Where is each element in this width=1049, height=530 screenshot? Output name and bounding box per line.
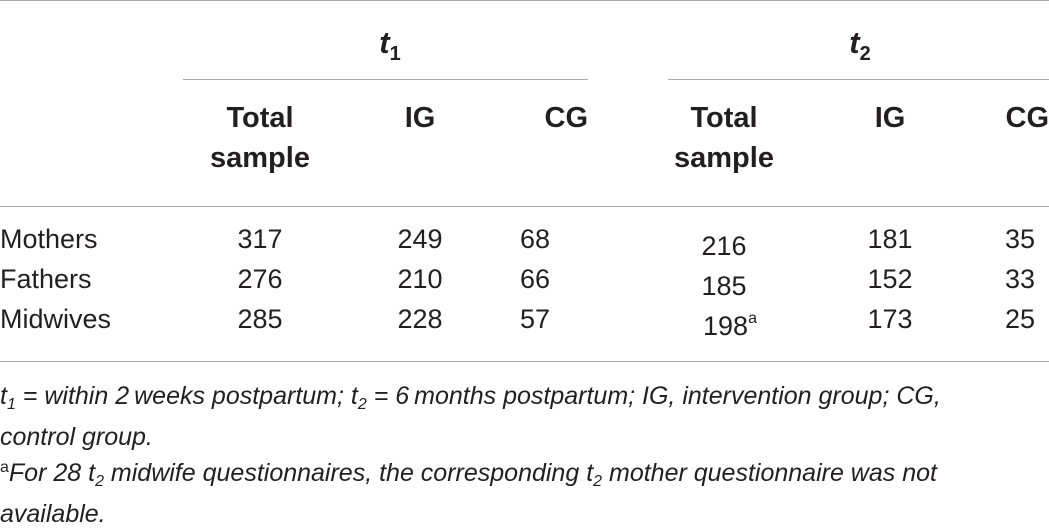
cell-t2-cg: 33 (1004, 264, 1036, 294)
cell-t1-total: 285 (237, 304, 283, 334)
cell-t2-total: 185 (701, 271, 747, 301)
table-bottom-rule (0, 361, 1049, 362)
col-header-t2-cg: CG (1005, 102, 1049, 134)
cell-t2-ig: 152 (867, 264, 913, 294)
cell-t1-cg: 57 (519, 304, 551, 334)
cell-t1-ig: 228 (397, 304, 443, 334)
cell-t2-ig: 173 (867, 304, 913, 334)
cell-t1-cg: 66 (519, 264, 551, 294)
t1-group-rule (183, 79, 588, 80)
cell-t1-ig: 249 (397, 224, 443, 254)
cell-t2-cg: 35 (1004, 224, 1036, 254)
cell-t1-ig: 210 (397, 264, 443, 294)
col-header-t1-total: Total sample (210, 102, 310, 174)
col-header-t1-ig: IG (404, 102, 436, 134)
group-header-t2: t2 (849, 25, 871, 65)
footnote-a: aFor 28 t2 midwife questionnaires, the c… (0, 459, 937, 528)
table-top-rule (0, 0, 1049, 1)
t2-group-rule (668, 79, 1049, 80)
cell-t1-cg: 68 (519, 224, 551, 254)
row-label-fathers: Fathers (0, 264, 92, 294)
cell-t2-total: 198a (703, 310, 757, 341)
group-header-t1: t1 (379, 25, 401, 65)
row-label-midwives: Midwives (0, 304, 112, 334)
cell-t1-total: 276 (237, 264, 283, 294)
col-header-t2-ig: IG (874, 102, 906, 134)
col-header-t2-total: Total sample (674, 102, 774, 174)
cell-t2-cg: 25 (1004, 304, 1036, 334)
header-bottom-rule (0, 206, 1049, 207)
cell-t2-ig: 181 (867, 224, 913, 254)
cell-t1-total: 317 (237, 224, 283, 254)
col-header-t1-cg: CG (544, 102, 589, 134)
row-label-mothers: Mothers (0, 224, 98, 254)
footnote-abbreviations: t1 = within 2 weeks postpartum; t2 = 6 m… (0, 382, 941, 451)
cell-t2-total: 216 (701, 231, 747, 261)
